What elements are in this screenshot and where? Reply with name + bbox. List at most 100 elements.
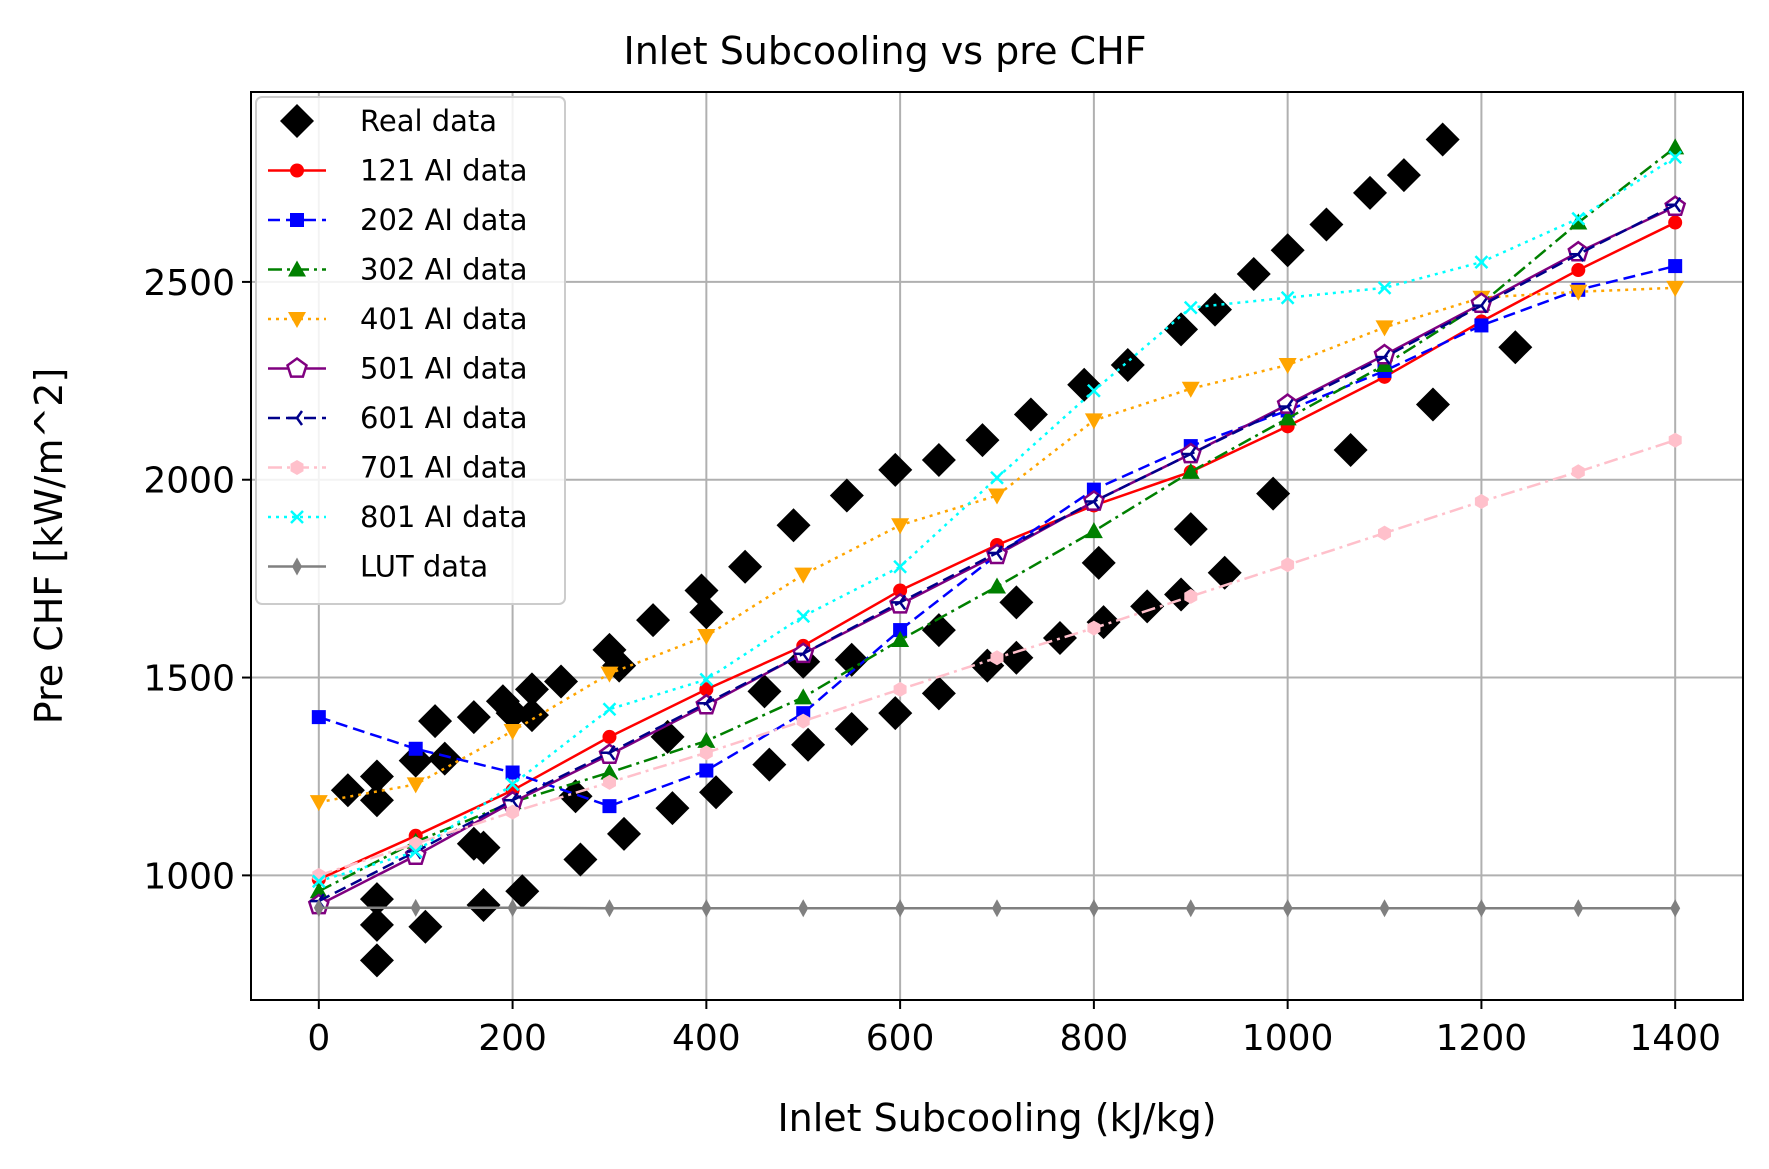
data-point [1197,292,1232,327]
data-point [1281,557,1295,573]
data-point [776,508,811,543]
data-point [1375,320,1394,337]
data-point [796,713,810,729]
data-point [1278,409,1297,426]
data-point [699,745,713,761]
legend-item: 302 AI data [268,253,528,287]
data-point [829,478,864,513]
data-point [1013,397,1048,432]
data-point [603,774,616,790]
data-point [1415,387,1450,422]
data-point [602,702,617,717]
series-701-ai-data [312,432,1682,883]
data-point [1270,233,1305,268]
data-point [408,844,423,859]
data-point [1668,150,1683,165]
data-point [1668,259,1683,274]
data-point [406,777,425,794]
series-801-ai-data [311,150,1683,889]
data-point [1386,158,1421,193]
legend-label: 801 AI data [360,500,528,534]
data-point [697,731,716,748]
data-point [1569,213,1588,230]
y-tick-label: 1000 [143,856,235,897]
y-tick-label: 1500 [143,659,235,700]
data-point [600,744,616,761]
data-point [891,594,907,611]
data-point [558,779,593,814]
x-tick-label: 0 [307,1018,330,1059]
data-point [834,711,869,746]
legend-marker [280,104,314,138]
data-point [427,741,462,776]
data-point [505,874,540,909]
series-601-ai-data [309,197,1682,909]
legend-label: 302 AI data [360,253,528,287]
data-point [514,698,549,733]
data-point [466,888,501,923]
data-point [313,898,324,917]
legend-label: 601 AI data [360,401,528,435]
data-point [921,613,956,648]
data-point [1282,899,1293,918]
data-point [699,775,734,810]
series-layer [307,122,1687,978]
data-point [1474,494,1488,509]
data-point [878,696,913,731]
data-point [1086,383,1101,398]
legend-item: 801 AI data [268,500,528,534]
data-point [544,664,579,699]
legend-item: 701 AI data [268,451,528,485]
data-point [891,518,910,535]
data-point [1571,464,1585,480]
data-point [655,791,690,826]
legend-item: 202 AI data [268,203,528,237]
series-401-ai-data [309,280,1685,812]
data-point [921,442,956,477]
data-point [999,585,1034,620]
y-tick-label: 2500 [143,263,235,304]
data-point [791,727,826,762]
data-point [689,595,724,630]
data-point [495,696,530,731]
data-point [834,642,869,677]
plot-frame [250,91,1744,1001]
data-point [602,729,617,744]
data-point [602,799,617,814]
data-point [1184,588,1198,604]
data-point [359,943,394,978]
legend-label: 202 AI data [360,203,528,237]
data-point [410,898,421,917]
legend-box [255,96,566,605]
data-point [418,704,453,739]
data-point [1476,899,1487,918]
data-point [699,763,714,778]
x-tick-label: 800 [1060,1018,1129,1059]
legend-label: 401 AI data [360,302,528,336]
data-point [1181,446,1197,462]
data-point [988,545,1004,561]
data-point [1084,522,1103,539]
data-point [1110,347,1145,382]
legend-marker [290,213,304,227]
legend-marker [292,557,302,576]
legend-item: 501 AI data [268,352,528,386]
chart-title: Inlet Subcooling vs pre CHF [623,29,1146,73]
data-point [1087,620,1101,636]
data-point [1472,297,1488,314]
data-point [1573,899,1584,918]
legend-label: Real data [360,104,497,138]
data-point [1333,433,1368,468]
data-point [359,759,394,794]
y-axis-label: Pre CHF [kW/m^2] [27,368,71,725]
data-point [309,795,328,812]
data-point [895,899,906,918]
data-point [796,609,811,624]
data-point [506,804,520,820]
data-point [878,452,913,487]
data-point [514,672,549,707]
data-point [503,723,522,740]
data-point [699,682,714,697]
data-point [1084,413,1103,430]
data-point [311,710,326,725]
